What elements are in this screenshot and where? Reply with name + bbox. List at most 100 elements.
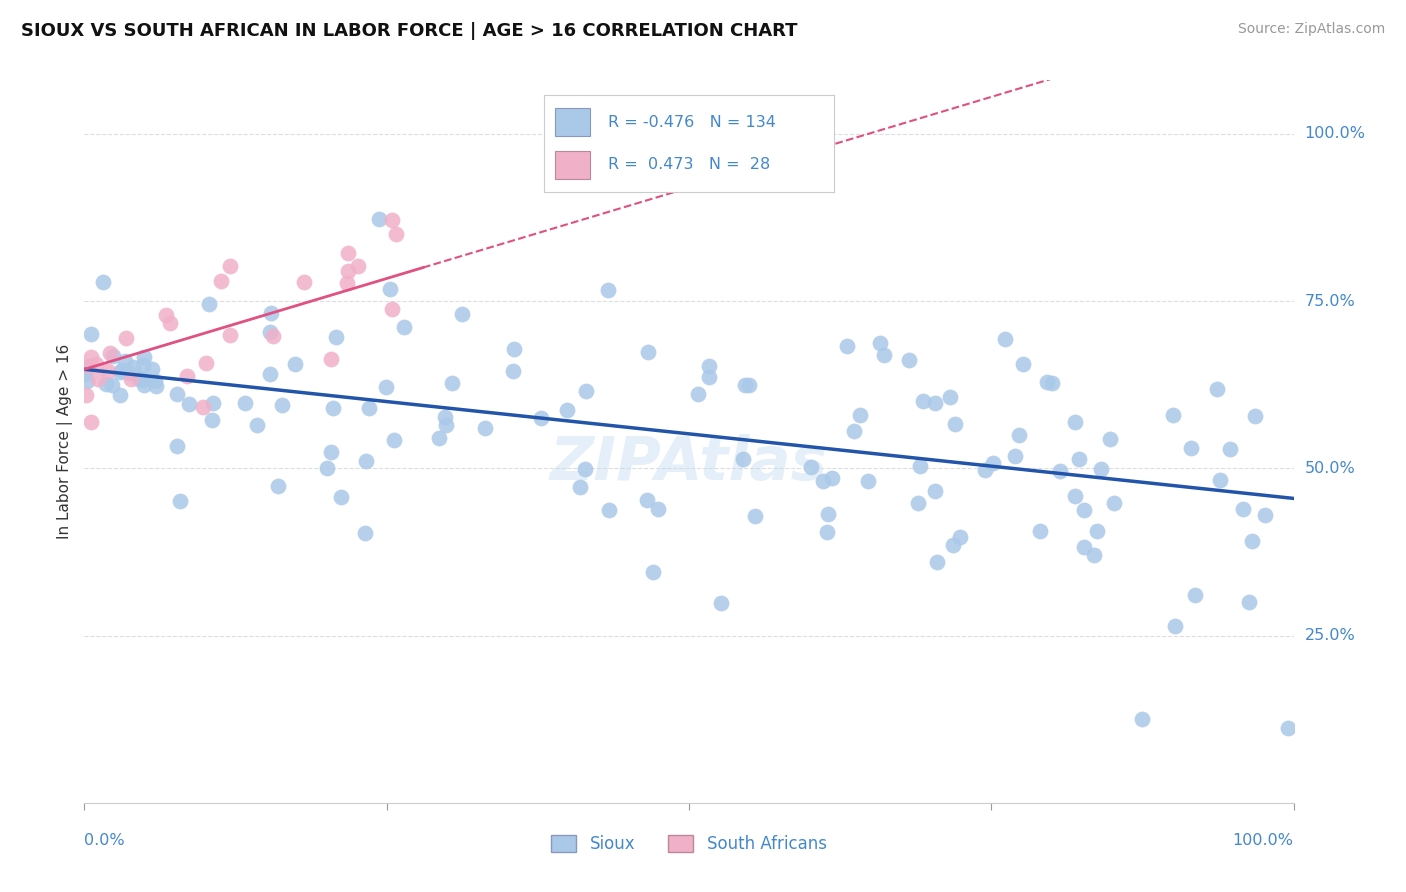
Point [98, 346, 121, 360]
Text: 25.0%: 25.0% [1305, 628, 1355, 643]
Point [697, 370, 720, 384]
Point [1241, 533, 1264, 548]
Text: 75.0%: 75.0% [1305, 293, 1355, 309]
Y-axis label: In Labor Force | Age > 16: In Labor Force | Age > 16 [58, 344, 73, 539]
Point [97, 364, 120, 378]
Text: Source: ZipAtlas.com: Source: ZipAtlas.com [1237, 22, 1385, 37]
Text: 0.0%: 0.0% [84, 833, 125, 848]
Point [981, 456, 1004, 470]
Point [873, 348, 896, 362]
Point [502, 342, 524, 356]
Point [262, 329, 284, 343]
Point [381, 301, 404, 316]
Point [384, 227, 406, 241]
Point [120, 372, 142, 386]
Point [811, 474, 834, 488]
Point [731, 452, 754, 467]
Point [128, 372, 150, 386]
Point [856, 474, 879, 488]
Point [686, 387, 709, 401]
Point [869, 336, 891, 351]
Point [336, 277, 359, 291]
Point [530, 411, 553, 425]
Point [80, 327, 103, 342]
Point [202, 396, 225, 410]
Point [374, 380, 396, 394]
Point [427, 431, 450, 445]
Point [93, 275, 115, 289]
Point [641, 566, 664, 580]
Point [77, 359, 100, 373]
Point [945, 417, 967, 431]
Point [1049, 464, 1071, 478]
Text: ZIPAtlas: ZIPAtlas [550, 434, 828, 492]
Point [574, 461, 596, 475]
Point [440, 376, 463, 390]
Point [1085, 524, 1108, 538]
Point [347, 260, 370, 274]
Point [1067, 452, 1090, 467]
Point [322, 401, 344, 415]
Text: SIOUX VS SOUTH AFRICAN IN LABOR FORCE | AGE > 16 CORRELATION CHART: SIOUX VS SOUTH AFRICAN IN LABOR FORCE | … [21, 22, 797, 40]
Point [259, 367, 281, 381]
Point [1164, 618, 1187, 632]
Point [337, 264, 360, 278]
Point [1098, 432, 1121, 446]
Point [354, 454, 377, 468]
Point [637, 345, 659, 359]
Point [451, 307, 474, 321]
Point [176, 369, 198, 384]
Point [177, 397, 200, 411]
Point [159, 316, 181, 330]
Text: 100.0%: 100.0% [1233, 833, 1294, 848]
Point [194, 356, 217, 370]
Point [145, 378, 167, 392]
Point [392, 319, 415, 334]
Point [191, 401, 214, 415]
Point [434, 418, 457, 433]
Point [134, 350, 156, 364]
Point [1063, 415, 1085, 429]
Point [474, 421, 496, 435]
Point [155, 309, 177, 323]
Point [1237, 595, 1260, 609]
Point [111, 363, 134, 377]
Point [1130, 712, 1153, 726]
Point [166, 439, 188, 453]
Point [800, 460, 823, 475]
Point [598, 503, 620, 517]
Point [76, 359, 98, 374]
Legend: Sioux, South Africans: Sioux, South Africans [544, 828, 834, 860]
Point [557, 402, 579, 417]
Point [502, 364, 524, 378]
Point [1102, 496, 1125, 510]
Point [75, 388, 97, 402]
Point [1090, 462, 1112, 476]
Point [218, 328, 240, 343]
Point [434, 410, 457, 425]
Point [132, 373, 155, 387]
Point [117, 366, 139, 380]
Point [80, 350, 103, 364]
Point [115, 331, 138, 345]
Point [924, 396, 946, 410]
Point [233, 396, 256, 410]
Text: 50.0%: 50.0% [1305, 461, 1355, 475]
Point [927, 555, 949, 569]
Point [1244, 409, 1267, 423]
Point [1206, 382, 1229, 396]
Point [1073, 541, 1095, 555]
Point [108, 388, 131, 402]
Point [378, 282, 401, 296]
Point [849, 408, 872, 422]
Point [132, 358, 155, 372]
Point [101, 349, 124, 363]
Point [319, 445, 342, 459]
Point [1064, 489, 1087, 503]
Point [1184, 588, 1206, 602]
Point [382, 433, 405, 447]
Point [259, 325, 281, 339]
Point [569, 480, 592, 494]
Point [294, 275, 316, 289]
Text: 100.0%: 100.0% [1305, 127, 1365, 141]
